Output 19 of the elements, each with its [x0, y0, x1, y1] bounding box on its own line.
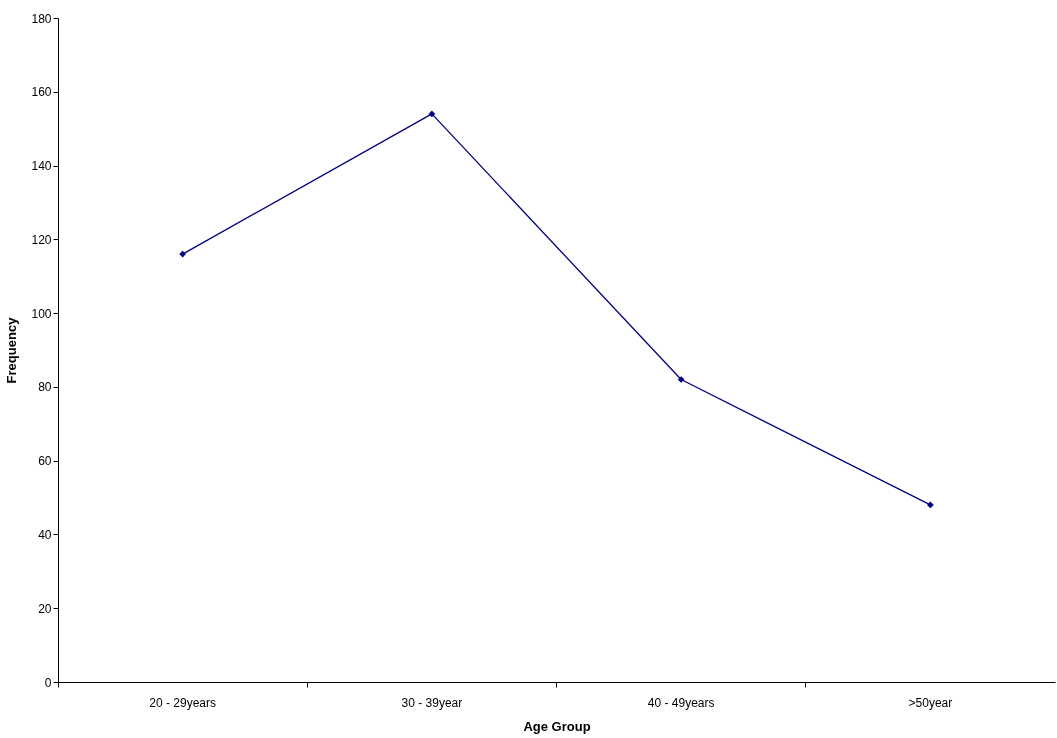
y-tick-label: 20 [38, 601, 52, 616]
y-tick-label: 160 [31, 85, 52, 100]
y-tick-label: 180 [31, 11, 52, 26]
x-tick-label: >50year [908, 695, 953, 710]
y-tick-label: 40 [38, 527, 52, 542]
y-tick-label: 120 [31, 232, 52, 247]
point [428, 110, 436, 118]
x-tick-label: 20 - 29years [149, 695, 216, 710]
x-axis-title: Age Group [523, 718, 591, 734]
y-axis-title: Frequency [4, 316, 20, 384]
point [927, 501, 934, 509]
y-tick-label: 80 [38, 380, 52, 395]
x-tick-label: 30 - 39year [401, 695, 463, 710]
x-tick-label: 40 - 49years [647, 695, 715, 710]
y-tick-label: 0 [44, 675, 52, 690]
y-tick-label: 140 [31, 159, 52, 174]
y-tick-label: 60 [38, 454, 52, 469]
point [179, 250, 186, 258]
y-tick-label: 100 [31, 306, 52, 321]
